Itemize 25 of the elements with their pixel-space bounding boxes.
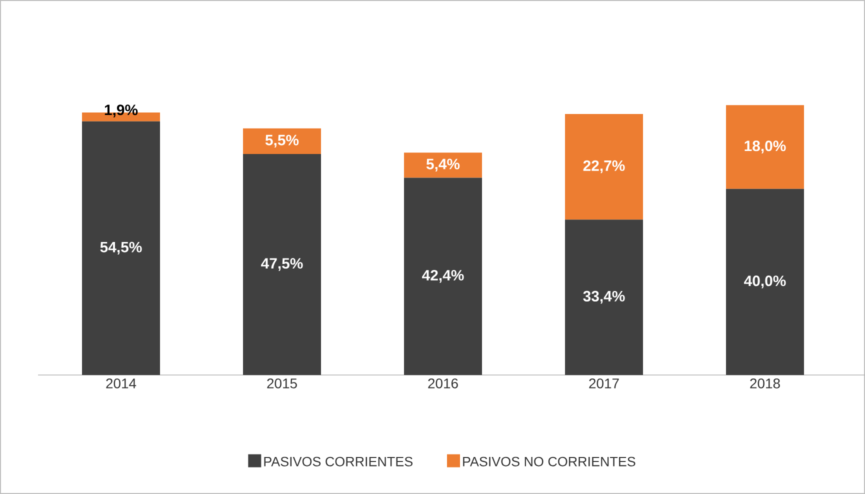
- x-tick-label: 2016: [428, 378, 458, 388]
- data-label: 33,4%: [583, 290, 625, 304]
- x-tick-label: 2014: [106, 378, 136, 388]
- legend-label: PASIVOS CORRIENTES: [264, 456, 412, 466]
- data-label: 18,0%: [744, 140, 786, 154]
- data-label: 40,0%: [744, 276, 786, 288]
- data-label: 42,4%: [422, 270, 464, 283]
- bar: [726, 188, 804, 375]
- x-tick-label: 2018: [750, 378, 780, 388]
- x-tick-label: 2015: [267, 378, 297, 388]
- bar: [243, 154, 322, 375]
- bar: [565, 114, 644, 220]
- bar: [565, 220, 644, 375]
- bar: [243, 128, 322, 154]
- data-label: 54,5%: [100, 242, 142, 255]
- data-label: 5,5%: [265, 134, 299, 148]
- data-label: 5,4%: [426, 158, 460, 172]
- bar: [404, 152, 482, 178]
- data-label: 47,5%: [261, 258, 303, 271]
- bar: [404, 178, 482, 375]
- x-tick-label: 2017: [589, 378, 619, 388]
- data-label: 22,7%: [583, 160, 625, 174]
- bar: [82, 121, 160, 375]
- legend-label: PASIVOS NO CORRIENTES: [463, 456, 636, 466]
- bar: [726, 105, 804, 189]
